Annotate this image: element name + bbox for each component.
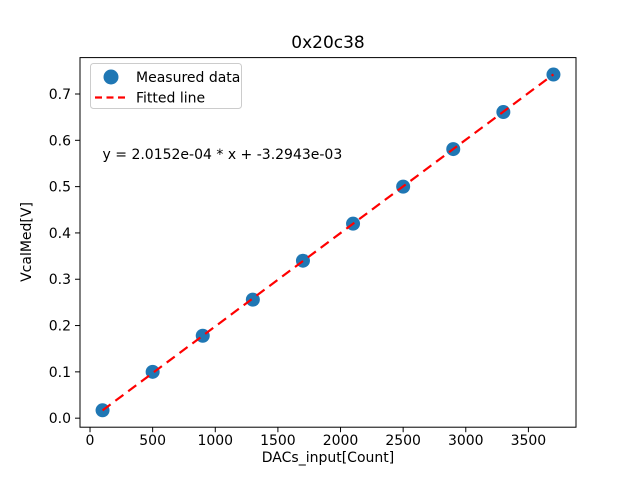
fit-equation-text: y = 2.0152e-04 * x + -3.2943e-03 bbox=[103, 147, 343, 163]
x-tick-label: 1500 bbox=[260, 433, 296, 449]
x-tick-label: 3000 bbox=[448, 433, 484, 449]
y-tick-label: 0.1 bbox=[49, 365, 71, 381]
y-tick-label: 0.5 bbox=[49, 180, 71, 196]
legend-label-fitted-line: Fitted line bbox=[136, 91, 205, 107]
y-axis-label: VcalMed[V] bbox=[19, 202, 35, 282]
x-tick-label: 2000 bbox=[323, 433, 359, 449]
y-tick-label: 0.2 bbox=[49, 319, 71, 335]
x-tick-label: 500 bbox=[139, 433, 166, 449]
y-tick-label: 0.3 bbox=[49, 272, 71, 288]
chart-title: 0x20c38 bbox=[291, 33, 365, 53]
legend-box bbox=[90, 63, 242, 109]
x-tick-label: 1000 bbox=[197, 433, 233, 449]
y-tick-label: 0.0 bbox=[49, 411, 71, 427]
y-tick-label: 0.7 bbox=[49, 87, 71, 103]
x-tick-label: 0 bbox=[86, 433, 95, 449]
x-tick-label: 3500 bbox=[511, 433, 547, 449]
axes-frame bbox=[79, 57, 577, 428]
measured-data-marker-icon bbox=[103, 69, 119, 85]
x-tick-label: 2500 bbox=[385, 433, 421, 449]
data-point bbox=[145, 364, 160, 379]
x-axis-label: DACs_input[Count] bbox=[262, 450, 394, 466]
plot-area: 0 500 1000 1500 2000 2500 3000 3500 0.0 0.1 0.2 0.3… bbox=[49, 57, 577, 449]
y-tick-label: 0.4 bbox=[49, 226, 71, 242]
y-tick-label: 0.6 bbox=[49, 133, 71, 149]
fitted-line bbox=[101, 73, 555, 412]
data-point bbox=[245, 292, 260, 307]
legend-label-measured-data: Measured data bbox=[136, 70, 240, 86]
legend: Measured data Fitted line bbox=[90, 63, 242, 109]
